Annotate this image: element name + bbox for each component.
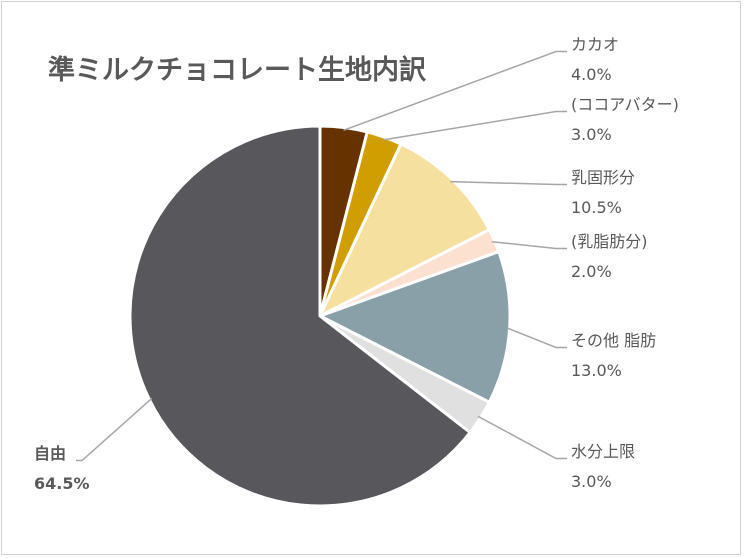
slice-value-label: 4.0%	[571, 65, 612, 84]
leader-lines	[76, 50, 567, 462]
leader-line	[383, 110, 567, 141]
slice-value-label: 64.5%	[34, 474, 90, 493]
chart-title: 準ミルクチョコレート生地内訳	[48, 55, 426, 86]
leader-line	[450, 180, 567, 186]
pie-slice	[318, 250, 512, 404]
slice-category-label: (乳脂肪分)	[571, 232, 648, 251]
slice-category-label: 自由	[34, 444, 66, 463]
slice-category-label: 水分上限	[571, 442, 635, 461]
slice-value-label: 10.5%	[571, 198, 622, 217]
slice-category-label: カカオ	[571, 35, 619, 54]
slice-value-label: 13.0%	[571, 361, 622, 380]
slice-value-label: 2.0%	[571, 262, 612, 281]
leader-line	[76, 397, 153, 462]
leader-line	[343, 50, 567, 132]
leader-line	[491, 240, 567, 250]
slice-category-label: 乳固形分	[571, 168, 635, 187]
leader-line	[506, 327, 567, 349]
slice-category-label: (ココアバター)	[571, 95, 679, 114]
pie-slices	[128, 124, 512, 508]
slice-value-label: 3.0%	[571, 125, 612, 144]
leader-line	[477, 415, 567, 460]
slice-value-label: 3.0%	[571, 472, 612, 491]
slice-category-label: その他 脂肪	[571, 331, 656, 350]
slice-labels: カカオ 4.0% (ココアバター) 3.0% 乳固形分 10.5% (乳脂肪分) 2.0% その…	[34, 35, 679, 493]
pie-slice	[318, 142, 491, 318]
